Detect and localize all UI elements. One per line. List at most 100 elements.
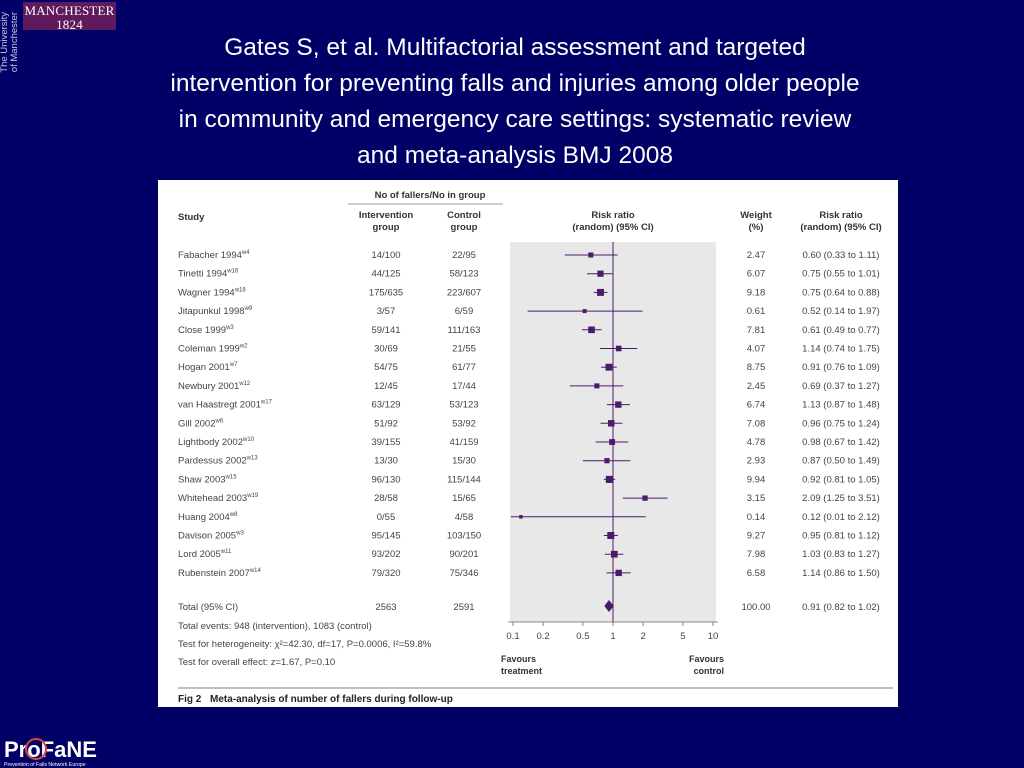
university-side-line-2: of Manchester [9, 12, 20, 73]
point-estimate-box [588, 326, 595, 334]
study-weight: 9.27 [747, 531, 766, 542]
study-intervention: 28/58 [374, 493, 398, 504]
study-intervention: 13/30 [374, 456, 398, 467]
university-side-text: The University of Manchester [0, 12, 20, 112]
forest-plot-svg: No of fallers/No in group Study Interven… [178, 190, 893, 705]
study-control: 21/55 [452, 344, 476, 355]
study-weight: 6.58 [747, 568, 766, 579]
study-intervention: 96/130 [371, 474, 400, 485]
study-name: Fabacher 1994w4 [178, 250, 250, 261]
header-fallers-group: No of fallers/No in group [375, 190, 486, 201]
study-reference-sup: w2 [239, 344, 248, 350]
study-name: Rubenstein 2007w14 [178, 568, 262, 579]
study-intervention: 95/145 [371, 531, 400, 542]
point-estimate-box [615, 345, 622, 352]
study-name: Whitehead 2003w19 [178, 493, 259, 504]
point-estimate-box [609, 439, 616, 445]
total-control: 2591 [453, 602, 474, 613]
total-label: Total (95% CI) [178, 602, 238, 613]
study-rr-text: 0.98 (0.67 to 1.42) [802, 437, 880, 448]
note-heterogeneity: Test for heterogeneity: χ²=42.30, df=17,… [178, 639, 432, 650]
point-estimate-box [605, 363, 613, 371]
point-estimate-box [607, 420, 615, 427]
study-name: Pardessus 2002w13 [178, 456, 258, 467]
study-name: Gill 2002w6 [178, 418, 224, 429]
study-intervention: 79/320 [371, 568, 400, 579]
profane-logo-ring [25, 738, 47, 760]
point-estimate-box [615, 569, 622, 577]
study-control: 15/65 [452, 493, 476, 504]
study-name: Hogan 2001w7 [178, 362, 238, 373]
study-rr-text: 2.09 (1.25 to 3.51) [802, 493, 880, 504]
study-intervention: 14/100 [371, 250, 400, 261]
study-control: 53/92 [452, 418, 476, 429]
study-intervention: 93/202 [371, 549, 400, 560]
study-name: Lightbody 2002w10 [178, 437, 255, 448]
study-weight: 9.94 [747, 474, 766, 485]
total-intervention: 2563 [375, 602, 396, 613]
study-intervention: 63/129 [371, 400, 400, 411]
study-intervention: 0/55 [377, 512, 396, 523]
study-reference-sup: w9 [244, 306, 253, 312]
study-weight: 6.74 [747, 400, 766, 411]
study-control: 6/59 [455, 306, 474, 317]
point-estimate-box [607, 532, 615, 539]
x-tick-label: 0.1 [506, 631, 519, 642]
study-rr-text: 0.12 (0.01 to 2.12) [802, 512, 880, 523]
study-control: 90/201 [449, 549, 478, 560]
study-reference-sup: w3 [225, 325, 234, 331]
study-name: Newbury 2001w12 [178, 381, 251, 392]
col-control-header-2: group [451, 222, 478, 233]
study-name: van Haastregt 2001w17 [178, 400, 273, 411]
x-tick-label: 10 [708, 631, 719, 642]
study-rr-text: 1.14 (0.86 to 1.50) [802, 568, 880, 579]
study-reference-sup: w12 [238, 381, 251, 387]
study-reference-sup: w7 [229, 362, 238, 368]
study-control: 17/44 [452, 381, 476, 392]
favours-right-2: control [694, 666, 725, 676]
point-estimate-box [588, 252, 594, 258]
study-rr-text: 0.91 (0.76 to 1.09) [802, 362, 880, 373]
study-control: 53/123 [449, 400, 478, 411]
study-weight: 2.45 [747, 381, 766, 392]
study-control: 103/150 [447, 531, 481, 542]
x-tick-label: 5 [680, 631, 685, 642]
study-name: Shaw 2003w15 [178, 474, 237, 485]
study-name: Tinetti 1994w16 [178, 269, 239, 280]
col-rr-text-header-1: Risk ratio [819, 210, 862, 221]
study-name: Lord 2005w11 [178, 549, 232, 560]
col-weight-header-1: Weight [740, 210, 772, 221]
study-rr-text: 0.87 (0.50 to 1.49) [802, 456, 880, 467]
study-intervention: 51/92 [374, 418, 398, 429]
study-control: 75/346 [449, 568, 478, 579]
study-intervention: 54/75 [374, 362, 398, 373]
study-control: 22/95 [452, 250, 476, 261]
study-control: 15/30 [452, 456, 476, 467]
study-weight: 7.98 [747, 549, 766, 560]
note-overall-effect: Test for overall effect: z=1.67, P=0.10 [178, 657, 335, 668]
study-reference-sup: w19 [246, 493, 259, 499]
col-control-header-1: Control [447, 210, 481, 221]
study-name: Davison 2005w3 [178, 531, 244, 542]
study-intervention: 175/635 [369, 287, 403, 298]
study-name: Wagner 1994w18 [178, 287, 246, 298]
point-estimate-box [597, 270, 604, 277]
total-weight: 100.00 [741, 602, 770, 613]
study-reference-sup: w17 [260, 400, 273, 406]
col-rr-text-header-2: (random) (95% CI) [800, 222, 881, 233]
study-weight: 4.07 [747, 344, 766, 355]
study-rr-text: 1.03 (0.83 to 1.27) [802, 549, 880, 560]
favours-left-1: Favours [501, 654, 536, 664]
study-control: 58/123 [449, 269, 478, 280]
col-rr-plot-header-2: (random) (95% CI) [572, 222, 653, 233]
study-rr-text: 0.52 (0.14 to 1.97) [802, 306, 880, 317]
study-reference-sup: w10 [242, 437, 255, 443]
study-control: 41/159 [449, 437, 478, 448]
study-weight: 0.14 [747, 512, 766, 523]
point-estimate-box [610, 550, 618, 558]
study-control: 111/163 [448, 325, 481, 336]
total-rr-text: 0.91 (0.82 to 1.02) [802, 602, 880, 613]
study-weight: 7.08 [747, 418, 766, 429]
study-reference-sup: w18 [234, 287, 247, 293]
study-intervention: 39/155 [371, 437, 400, 448]
